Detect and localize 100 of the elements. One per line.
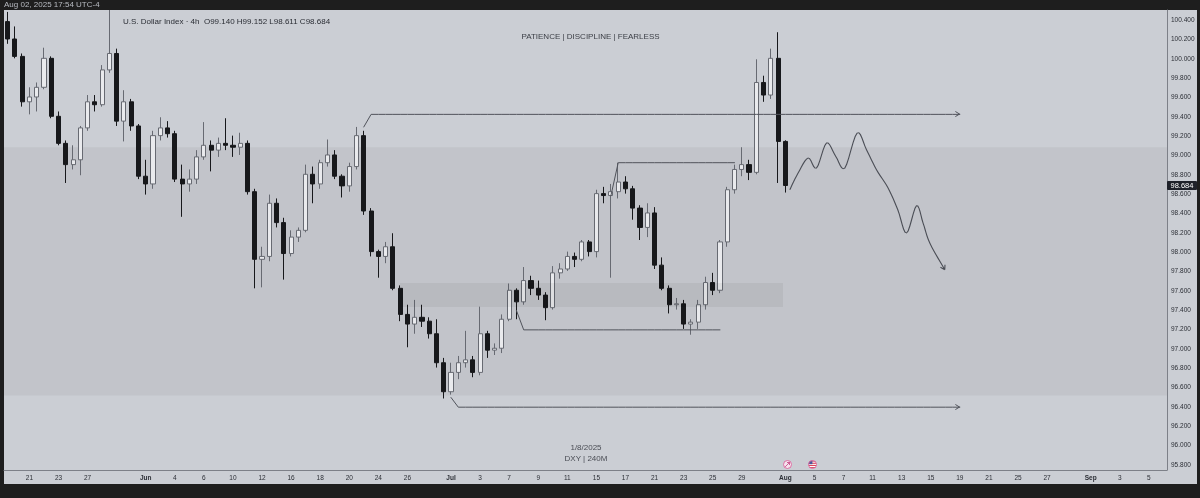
candlestick	[427, 316, 432, 340]
candlestick	[49, 55, 54, 119]
candlestick	[252, 188, 257, 289]
candlestick	[637, 204, 643, 241]
candlestick	[565, 251, 570, 272]
candlestick	[732, 164, 737, 195]
candlestick	[150, 130, 156, 190]
candlestick	[209, 139, 214, 172]
candlestick	[717, 239, 723, 294]
text: Aug 02, 2025 17:54 UTC-4	[4, 0, 100, 9]
candlestick	[194, 149, 199, 185]
candlestick	[696, 299, 701, 330]
candlestick	[630, 185, 635, 221]
candlestick	[441, 357, 446, 399]
candlestick	[136, 123, 141, 180]
annotation: 1/8/2025	[570, 443, 602, 452]
candlestick	[354, 126, 359, 170]
candlestick	[783, 139, 788, 194]
candlestick	[390, 232, 395, 291]
candlestick	[100, 64, 105, 108]
candlestick	[34, 81, 39, 112]
candlestick	[180, 164, 185, 218]
candlestick	[412, 299, 417, 335]
candlestick	[521, 266, 526, 306]
candlestick	[78, 125, 83, 176]
candlestick	[739, 146, 744, 177]
candlestick	[201, 121, 206, 161]
candlestick	[20, 52, 25, 108]
candlestick	[56, 110, 61, 146]
candlestick	[339, 173, 345, 198]
candlestick	[187, 168, 192, 193]
candlestick	[470, 355, 475, 378]
candlestick	[594, 189, 599, 258]
candlestick	[725, 186, 730, 248]
candlestick	[267, 194, 272, 262]
candlestick	[601, 186, 606, 204]
candlestick	[27, 86, 32, 115]
candlestick	[536, 280, 541, 301]
candlestick	[434, 318, 439, 369]
candlestick	[41, 47, 47, 90]
candlestick	[172, 130, 177, 183]
candlestick	[230, 135, 236, 158]
candlestick	[107, 9, 112, 74]
candlestick	[12, 25, 17, 59]
candlestick	[165, 120, 170, 139]
candlestick	[623, 175, 628, 195]
annotation: DXY | 240M	[564, 454, 608, 463]
candlestick	[325, 139, 330, 168]
candlestick	[514, 287, 519, 320]
candlestick	[768, 48, 773, 100]
candlestick	[405, 304, 410, 348]
candlestick	[543, 291, 548, 321]
candlestick	[608, 183, 613, 279]
candlestick	[85, 94, 90, 132]
candlestick	[761, 75, 766, 103]
candlestick	[652, 206, 657, 270]
candlestick	[681, 299, 686, 330]
candlestick	[579, 239, 584, 262]
candlestick	[303, 164, 308, 233]
candlestick	[485, 330, 490, 359]
candlestick	[71, 144, 76, 170]
candlestick	[143, 159, 148, 196]
candlestick	[121, 89, 126, 142]
candlestick	[281, 217, 286, 281]
candlestick	[216, 137, 221, 158]
candlestick	[448, 362, 454, 396]
candlestick	[456, 355, 461, 380]
candlestick	[710, 272, 715, 296]
candlestick	[296, 226, 301, 243]
candlestick	[347, 162, 352, 193]
candlestick	[223, 117, 228, 151]
candlestick	[158, 116, 163, 141]
candlestick	[550, 265, 555, 311]
candlestick	[5, 11, 10, 45]
candlestick	[674, 297, 679, 311]
candlestick	[274, 197, 279, 228]
candlestick	[129, 98, 134, 132]
candlestick	[245, 139, 250, 196]
candlestick	[659, 256, 664, 291]
candlestick	[376, 249, 381, 279]
candlestick	[667, 284, 672, 314]
candlestick	[361, 130, 366, 216]
candlestick	[587, 239, 592, 257]
candlestick	[463, 330, 468, 369]
candlestick	[310, 166, 315, 204]
candlestick	[398, 284, 403, 322]
candlestick	[688, 318, 693, 336]
candlestick	[289, 229, 294, 257]
candlestick	[528, 275, 534, 296]
candlestick	[645, 202, 650, 238]
candlestick	[114, 48, 119, 127]
candlestick	[259, 246, 265, 288]
candlestick	[369, 207, 374, 257]
candlestick	[776, 31, 781, 184]
candlestick	[318, 159, 323, 190]
text: U.S. Dollar Index · 4h O99.140 H99.152 L98.611 C98.684	[123, 16, 331, 26]
candlestick	[746, 159, 752, 181]
candlestick	[492, 342, 497, 356]
candlestick	[703, 276, 708, 311]
candlestick	[572, 252, 577, 268]
